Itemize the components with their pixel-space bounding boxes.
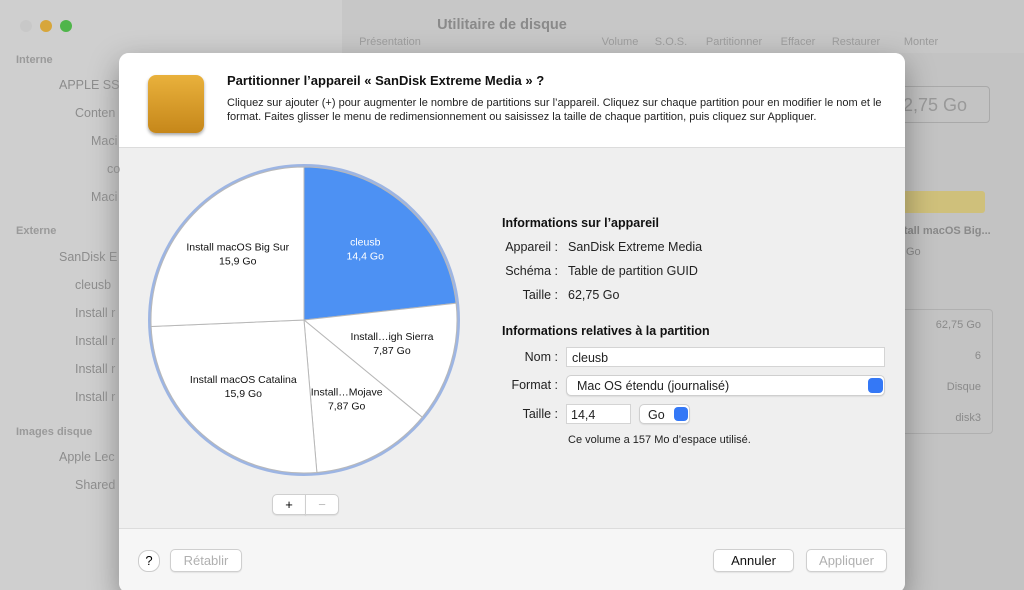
format-popup[interactable]: Mac OS étendu (journalisé) (566, 375, 885, 396)
device-info-heading: Informations sur l’appareil (502, 216, 659, 230)
slice-name: cleusb (350, 237, 381, 249)
pie-slice (303, 318, 423, 473)
dialog-header (119, 53, 905, 148)
sidebar-item: cleusb (75, 278, 112, 292)
device-info-value: SanDisk Extreme Media (568, 240, 703, 254)
sidebar-section-header: Images disque (16, 426, 93, 438)
name-input[interactable]: cleusb (566, 347, 885, 367)
format-label: Format : (511, 378, 558, 392)
info-value: 62,75 Go (935, 319, 981, 331)
sidebar-item: Maci (91, 134, 118, 148)
sidebar-item: APPLE SS (59, 78, 120, 92)
remove-partition-button[interactable]: − (305, 494, 339, 515)
device-info-label: Appareil : (505, 240, 558, 254)
device-info-value: 62,75 Go (568, 288, 620, 302)
add-partition-button[interactable]: + (272, 494, 306, 515)
sidebar-item: Apple Lec (59, 450, 115, 464)
slice-name: Install…Mojave (311, 386, 383, 398)
slice-size: 7,87 Go (328, 400, 366, 412)
sidebar-item: Shared (75, 478, 116, 492)
size-input[interactable]: 14,4 (566, 404, 631, 424)
apply-button[interactable]: Appliquer (806, 549, 887, 572)
bar-title: Install macOS Big... (888, 225, 991, 237)
sidebar-section-header: Interne (16, 54, 53, 66)
usage-note: Ce volume a 157 Mo d’espace utilisé. (568, 434, 751, 446)
slice-size: 15,9 Go (225, 388, 263, 400)
toolbar-button: Volume (601, 36, 639, 48)
pie-slice (303, 166, 457, 321)
sidebar-item: Conten (75, 106, 116, 120)
partition-info-heading: Informations relatives à la partition (502, 324, 710, 338)
slice-name: Install macOS Catalina (190, 374, 297, 386)
toolbar-button: S.O.S. (654, 36, 688, 48)
sidebar-item: Install r (75, 362, 116, 376)
dialog-title: Partitionner l’appareil « SanDisk Extrem… (227, 73, 545, 88)
slice-size: 14,4 Go (347, 251, 385, 263)
sidebar-item: SanDisk E (59, 250, 118, 264)
pie-slice (302, 302, 458, 418)
toolbar (342, 0, 1024, 53)
cancel-button[interactable]: Annuler (713, 549, 794, 572)
sidebar-section-header: Externe (16, 225, 57, 237)
toolbar-button: Effacer (780, 36, 816, 48)
drive-icon (148, 75, 204, 133)
size-label: Taille : (522, 407, 558, 421)
popup-arrows (674, 407, 688, 421)
info-value: 6 (974, 350, 981, 362)
info-value: Disque (946, 381, 981, 393)
device-info-label: Taille : (522, 288, 558, 302)
pie-slice (150, 166, 305, 327)
partition-pie: cleusb 14,4 Go Install…igh Sierra 7,87 Go In… (148, 164, 460, 476)
help-button[interactable]: ? (138, 550, 160, 572)
toolbar-button: Partitionner (705, 36, 763, 48)
info-value: disk3 (955, 412, 981, 424)
sidebar-item: Install r (75, 306, 116, 320)
popup-arrows (868, 378, 883, 393)
sidebar-item: Install r (75, 334, 116, 348)
toolbar-button: Monter (903, 36, 939, 48)
toolbar-button: Présentation (359, 36, 421, 48)
toolbar-button: Restaurer (831, 36, 881, 48)
slice-name: Install…igh Sierra (351, 331, 434, 343)
pie-ring (148, 164, 460, 476)
slice-size: 15,9 Go (219, 255, 257, 267)
dialog: Partitionner l’appareil « SanDisk Extrem… (119, 53, 905, 590)
dialog-description: Cliquez sur ajouter (+) pour augmenter l… (227, 97, 882, 123)
sidebar-item: Maci (91, 190, 118, 204)
usage-bar (880, 191, 985, 213)
bar-subtitle: Go (906, 246, 921, 258)
name-label: Nom : (524, 350, 558, 364)
device-info-value: Table de partition GUID (568, 264, 698, 278)
sidebar-item: co (107, 162, 121, 176)
slice-size: 7,87 Go (373, 345, 411, 357)
window-title: Utilitaire de disque (437, 17, 567, 33)
pie-slice (150, 319, 318, 474)
device-info-label: Schéma : (505, 264, 558, 278)
slice-name: Install macOS Big Sur (186, 241, 289, 253)
sidebar-item: Install r (75, 390, 116, 404)
revert-button[interactable]: Rétablir (170, 549, 242, 572)
traffic-lights (20, 19, 72, 37)
